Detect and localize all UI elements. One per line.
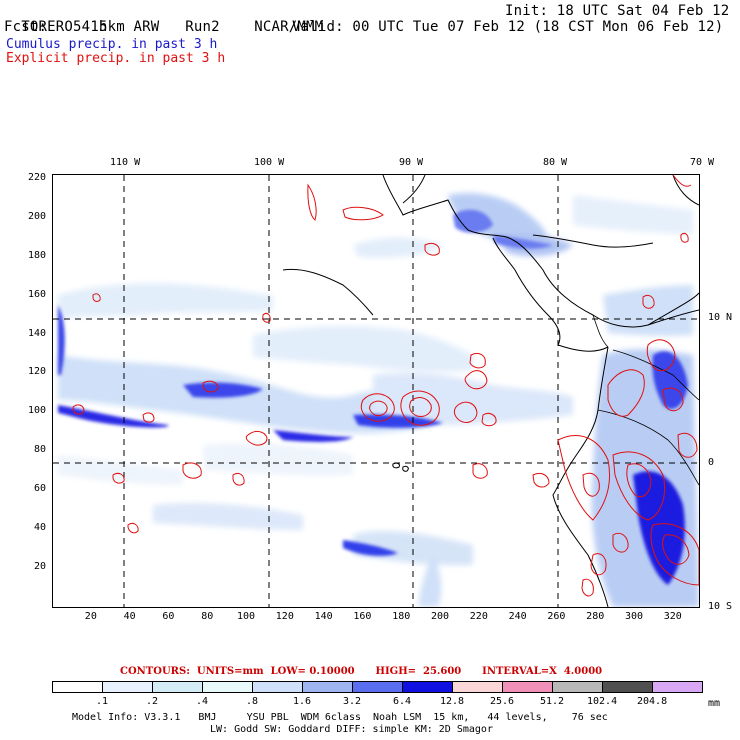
y-tick: 180 (28, 249, 47, 261)
init-time: Init: 18 UTC Sat 04 Feb 12 (505, 3, 730, 19)
y-tick: 40 (34, 522, 47, 534)
model-info: Model Info: V3.3.1 BMJ YSU PBL WDM 6clas… (72, 712, 608, 723)
x-tick: 280 (586, 611, 605, 622)
valid-time: Valid: 00 UTC Tue 07 Feb 12 (18 CST Mon … (292, 19, 724, 35)
x-tick: 160 (353, 611, 372, 622)
lon-label: 80 W (543, 157, 568, 168)
forecast-hour: Fcst: 54 h (4, 19, 108, 35)
y-tick: 160 (28, 288, 47, 300)
colorbar-segment (652, 681, 703, 693)
colorbar-segment (302, 681, 353, 693)
x-tick: 300 (624, 611, 644, 622)
x-tick: 60 (162, 611, 175, 622)
colorbar-units: mm (708, 698, 721, 709)
y-tick: 200 (28, 210, 47, 222)
x-tick: 140 (314, 611, 333, 622)
x-tick: 180 (392, 611, 411, 622)
colorbar-label: 102.4 (587, 696, 618, 707)
colorbar-segment (102, 681, 153, 693)
model-title: TORERO 15km ARW Run2 NCAR/MMM (21, 19, 324, 35)
physics-info: LW: Godd SW: Goddard DIFF: simple KM: 2D… (210, 724, 493, 735)
colorbar-segment (152, 681, 203, 693)
colorbar-label: .4 (196, 696, 209, 707)
colorbar-label: 25.6 (490, 696, 515, 707)
x-tick: 20 (84, 611, 97, 622)
colorbar-segment (602, 681, 653, 693)
x-tick: 80 (201, 611, 214, 622)
x-tick: 40 (123, 611, 136, 622)
colorbar-segment (402, 681, 453, 693)
lat-label: 10 N (708, 312, 733, 323)
y-tick: 220 (28, 171, 47, 183)
precip-map (52, 174, 700, 608)
colorbar-segment (202, 681, 253, 693)
x-tick: 120 (275, 611, 294, 622)
y-tick: 100 (28, 405, 47, 417)
graticule (53, 175, 699, 607)
x-tick: 200 (430, 611, 450, 622)
colorbar-segment (352, 681, 403, 693)
colorbar-segment (502, 681, 553, 693)
coastlines (282, 175, 699, 607)
x-tick: 320 (663, 611, 682, 622)
y-tick: 20 (34, 561, 47, 573)
contour-info: CONTOURS: UNITS=mm LOW= 0.10000 HIGH= 25… (120, 666, 603, 677)
field-cumulus-label: Cumulus precip. in past 3 h (6, 37, 218, 52)
colorbar-label: .2 (146, 696, 159, 707)
x-tick: 100 (236, 611, 256, 622)
colorbar-segment (552, 681, 603, 693)
colorbar-segment (252, 681, 303, 693)
lon-label: 90 W (399, 157, 424, 168)
map-canvas (53, 175, 699, 607)
lon-label: 100 W (254, 157, 285, 168)
explicit-precip-contours (72, 175, 699, 597)
heavy-precip-shading (58, 209, 688, 585)
colorbar-label: 204.8 (637, 696, 668, 707)
x-tick: 220 (469, 611, 488, 622)
x-tick: 240 (508, 611, 527, 622)
colorbar-label: 3.2 (343, 696, 362, 707)
colorbar-label: .8 (246, 696, 259, 707)
colorbar-label: 1.6 (293, 696, 312, 707)
colorbar-segment (452, 681, 503, 693)
lon-label: 110 W (110, 157, 141, 168)
x-tick: 260 (547, 611, 566, 622)
field-explicit-label: Explicit precip. in past 3 h (6, 51, 226, 66)
colorbar-label: 12.8 (440, 696, 465, 707)
colorbar-label: .1 (96, 696, 109, 707)
colorbar-label: 51.2 (540, 696, 565, 707)
y-tick: 60 (34, 483, 47, 495)
colorbar-label: 6.4 (393, 696, 412, 707)
lat-label: 10 S (708, 601, 733, 612)
colorbar-segment (52, 681, 103, 693)
lat-label: 0 (708, 457, 715, 468)
y-tick: 80 (34, 444, 47, 456)
lon-label: 70 W (690, 157, 715, 168)
y-tick: 140 (28, 327, 47, 339)
cumulus-precip-shading (58, 193, 699, 607)
y-tick: 120 (28, 366, 47, 378)
